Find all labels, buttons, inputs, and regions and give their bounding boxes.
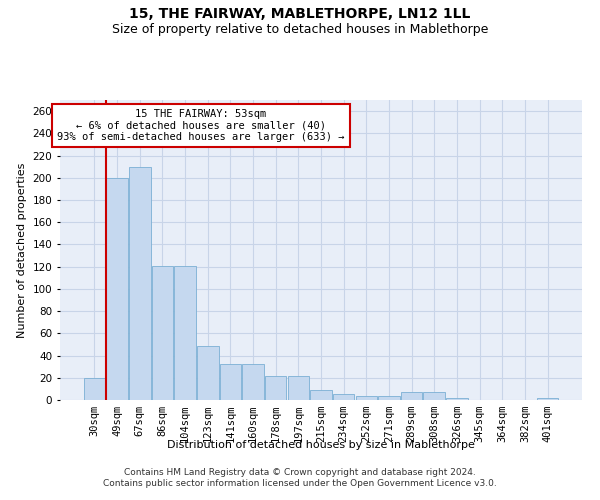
Bar	[446, 398, 467, 400]
Text: 15 THE FAIRWAY: 53sqm
← 6% of detached houses are smaller (40)
93% of semi-detac: 15 THE FAIRWAY: 53sqm ← 6% of detached h…	[57, 109, 344, 142]
Bar	[356, 396, 377, 400]
Text: Size of property relative to detached houses in Mablethorpe: Size of property relative to detached ho…	[112, 22, 488, 36]
Bar	[84, 378, 105, 400]
Bar	[378, 396, 400, 400]
Bar	[310, 390, 332, 400]
Y-axis label: Number of detached properties: Number of detached properties	[17, 162, 27, 338]
Bar	[401, 392, 422, 400]
Text: Distribution of detached houses by size in Mablethorpe: Distribution of detached houses by size …	[167, 440, 475, 450]
Bar	[106, 178, 128, 400]
Bar	[265, 376, 286, 400]
Bar	[152, 266, 173, 400]
Bar	[242, 364, 264, 400]
Bar	[129, 166, 151, 400]
Bar	[197, 346, 218, 400]
Text: 15, THE FAIRWAY, MABLETHORPE, LN12 1LL: 15, THE FAIRWAY, MABLETHORPE, LN12 1LL	[130, 8, 470, 22]
Bar	[287, 376, 309, 400]
Bar	[537, 398, 558, 400]
Bar	[175, 266, 196, 400]
Bar	[220, 364, 241, 400]
Bar	[424, 392, 445, 400]
Bar	[333, 394, 355, 400]
Text: Contains HM Land Registry data © Crown copyright and database right 2024.
Contai: Contains HM Land Registry data © Crown c…	[103, 468, 497, 487]
